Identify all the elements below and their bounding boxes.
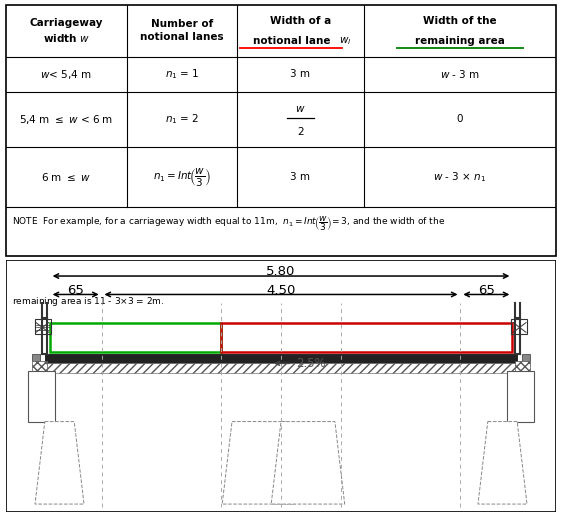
Polygon shape [28,371,55,421]
Text: 6 m $\leq$ $w$: 6 m $\leq$ $w$ [41,171,91,183]
Bar [32,361,47,371]
Text: 5.80: 5.80 [266,265,296,278]
Polygon shape [478,421,527,504]
Bar [32,354,40,361]
Bar [221,323,513,352]
Polygon shape [271,421,345,504]
Bar [45,354,517,363]
Text: 3 m: 3 m [291,69,310,79]
Bar [511,318,527,334]
Bar [515,361,530,371]
Text: 5,4 m $\leq$ $w$ < 6 m: 5,4 m $\leq$ $w$ < 6 m [19,113,114,126]
Text: Width of the: Width of the [423,16,497,26]
Bar [45,363,517,373]
Text: NOTE  For example, for a carriageway width equal to 11m,  $n_1 = \mathit{Int}\!\: NOTE For example, for a carriageway widt… [12,215,446,233]
Text: remaining area: remaining area [415,36,505,46]
Bar [522,354,530,361]
Text: 2: 2 [297,127,303,137]
Text: $w$ - 3 m: $w$ - 3 m [440,68,480,80]
Text: $w$< 5,4 m: $w$< 5,4 m [40,68,92,81]
Text: notional lane: notional lane [253,36,331,46]
Text: Width of a: Width of a [270,16,331,26]
Text: $n_1$ = 2: $n_1$ = 2 [165,112,199,126]
Text: 0: 0 [457,114,463,124]
Text: 3 m: 3 m [291,172,310,182]
Text: $n_1 = \mathit{Int}\!\left(\dfrac{w}{3}\right)$: $n_1 = \mathit{Int}\!\left(\dfrac{w}{3}\… [153,166,211,188]
Text: 2.5%: 2.5% [296,357,325,370]
Text: 65: 65 [67,284,84,297]
Text: $n_1$ = 1: $n_1$ = 1 [165,67,199,81]
Polygon shape [222,421,296,504]
Text: $w$: $w$ [295,104,306,114]
Bar [35,318,51,334]
Text: $w$ - 3 $\times$ $n_1$: $w$ - 3 $\times$ $n_1$ [433,170,487,184]
Text: $w_l$: $w_l$ [339,35,352,47]
Polygon shape [35,421,84,504]
Text: Number of
notional lanes: Number of notional lanes [140,19,224,42]
Text: 4.50: 4.50 [266,284,296,297]
Polygon shape [507,371,534,421]
Text: remaining area is 11 - 3$\times$3 = 2m.: remaining area is 11 - 3$\times$3 = 2m. [12,295,165,308]
Text: 65: 65 [478,284,495,297]
Text: Carriageway
width $w$: Carriageway width $w$ [29,18,103,44]
Bar [49,323,221,352]
